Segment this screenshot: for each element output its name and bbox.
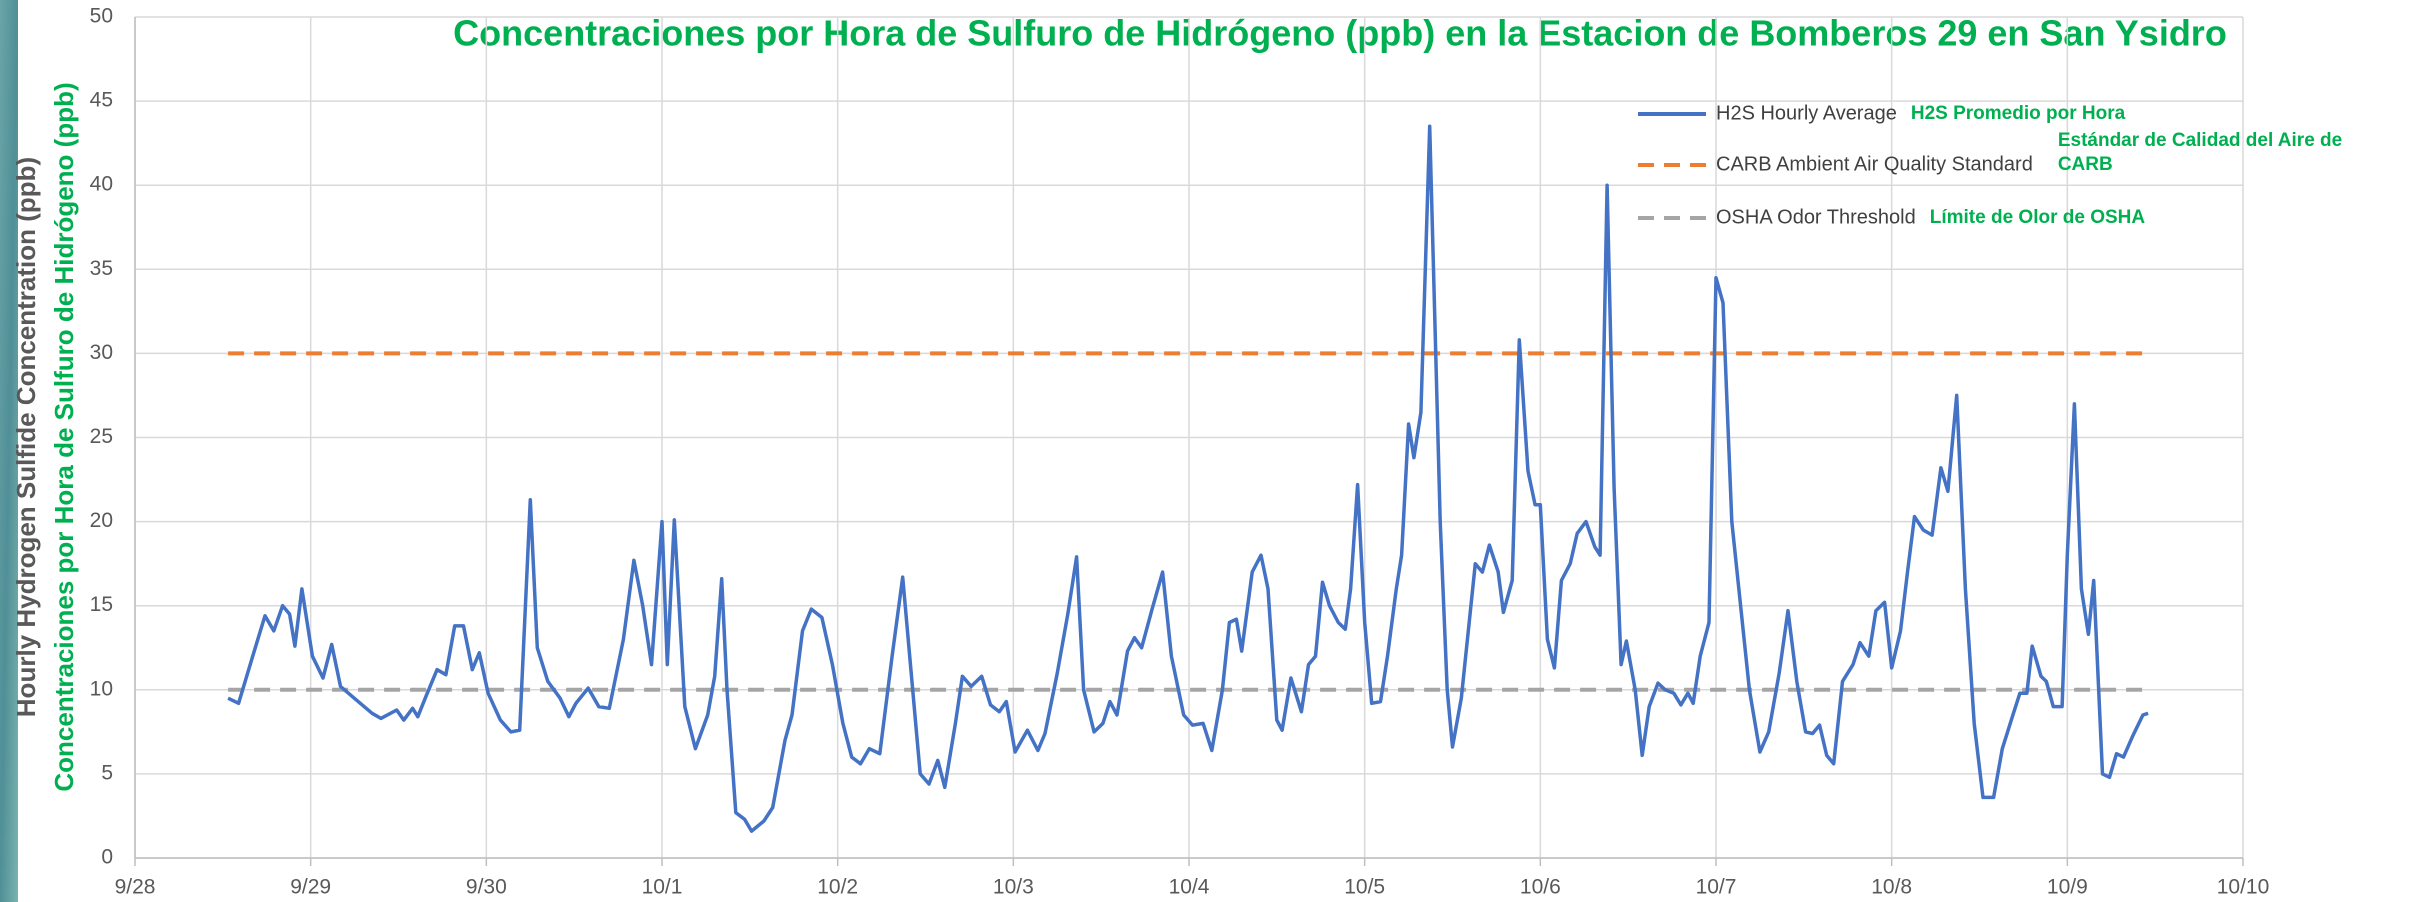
x-tick-label: 9/30	[466, 876, 507, 899]
x-tick-label: 10/9	[2047, 876, 2088, 899]
x-tick-label: 9/29	[290, 876, 331, 899]
x-tick-label: 10/4	[1169, 876, 1210, 899]
y-tick-label: 40	[90, 173, 113, 196]
y-tick-label: 50	[90, 5, 113, 28]
y-tick-label: 20	[90, 509, 113, 532]
legend-translation: Límite de Olor de OSHA	[1930, 206, 2400, 230]
y-tick-label: 25	[90, 425, 113, 448]
x-tick-label: 10/8	[1871, 876, 1912, 899]
page: {"chart_data": {"type": "line", "title":…	[0, 0, 2412, 902]
legend-translation: Estándar de Calidad del Aire de CARB	[2058, 129, 2388, 177]
legend-translation: H2S Promedio por Hora	[1911, 102, 2400, 126]
x-tick-label: 10/6	[1520, 876, 1561, 899]
x-tick-label: 10/5	[1344, 876, 1385, 899]
y-tick-label: 0	[101, 846, 113, 869]
x-tick-label: 10/1	[642, 876, 683, 899]
legend-label: OSHA Odor Threshold	[1716, 206, 1916, 228]
legend-label: H2S Hourly Average	[1716, 102, 1897, 124]
y-tick-label: 5	[101, 761, 113, 784]
data-line	[228, 126, 2148, 831]
legend-label: CARB Ambient Air Quality Standard	[1716, 153, 2033, 175]
x-tick-label: 10/2	[817, 876, 858, 899]
x-tick-label: 10/7	[1696, 876, 1737, 899]
y-axis-label-secondary: Concentraciones por Hora de Sulfuro de H…	[49, 82, 79, 791]
y-axis-label: Hourly Hydrogen Sulfide Concentration (p…	[11, 157, 41, 717]
chart-title: Concentraciones por Hora de Sulfuro de H…	[453, 13, 2227, 54]
x-tick-label: 10/3	[993, 876, 1034, 899]
y-tick-label: 35	[90, 257, 113, 280]
y-tick-label: 45	[90, 89, 113, 112]
x-tick-label: 9/28	[115, 876, 156, 899]
x-tick-label: 10/10	[2217, 876, 2270, 899]
y-tick-label: 10	[90, 677, 113, 700]
y-tick-label: 15	[90, 593, 113, 616]
chart: Concentraciones por Hora de Sulfuro de H…	[0, 0, 2412, 902]
y-tick-label: 30	[90, 341, 113, 364]
